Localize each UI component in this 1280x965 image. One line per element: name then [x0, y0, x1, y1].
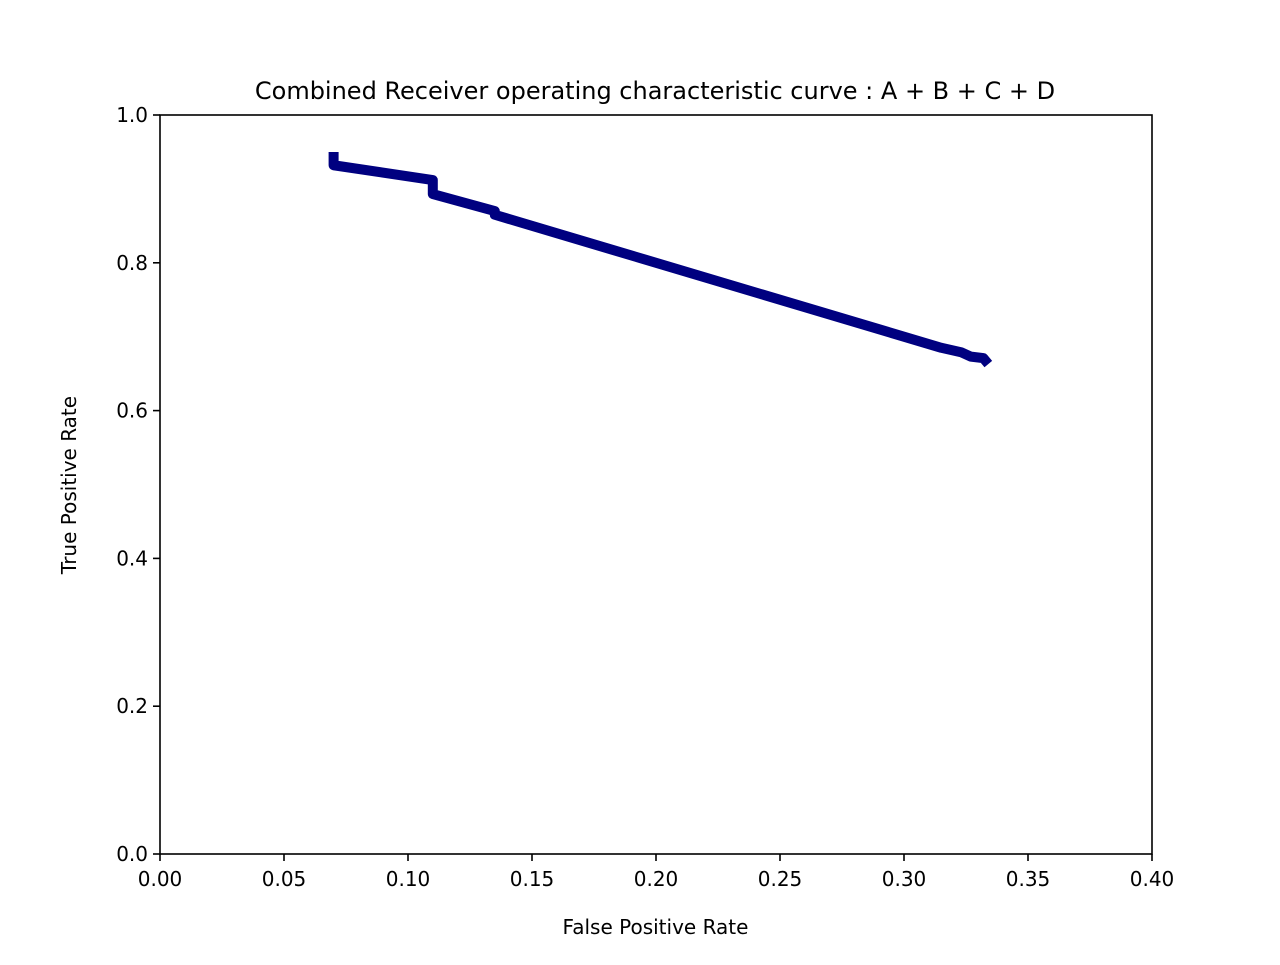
x-tick-label: 0.15: [510, 867, 555, 891]
x-tick-label: 0.35: [1006, 867, 1051, 891]
y-tick-label: 0.6: [116, 399, 148, 423]
x-tick-label: 0.20: [634, 867, 679, 891]
x-tick-label: 0.10: [386, 867, 431, 891]
roc-series-line-0: [328, 151, 993, 368]
x-axis-title: False Positive Rate: [563, 915, 749, 939]
y-axis-title: True Positive Rate: [57, 396, 81, 575]
y-tick-label: 0.8: [116, 251, 148, 275]
plot-area: [328, 151, 993, 368]
x-tick-label: 0.40: [1130, 867, 1175, 891]
y-tick-label: 0.4: [116, 546, 148, 570]
axes-frame: [159, 114, 1153, 855]
x-tick-label: 0.30: [882, 867, 927, 891]
y-tick-label: 0.0: [116, 842, 148, 866]
x-tick-label: 0.00: [138, 867, 183, 891]
y-tick-label: 1.0: [116, 103, 148, 127]
x-tick-label: 0.05: [262, 867, 307, 891]
y-tick-label: 0.2: [116, 694, 148, 718]
chart-title: Combined Receiver operating characterist…: [255, 77, 1055, 105]
axes: 0.00 0.05 0.10 0.15 0.20 0.25 0.30 0.35 0.40 0.0 0…: [116, 103, 1174, 891]
x-tick-label: 0.25: [758, 867, 803, 891]
